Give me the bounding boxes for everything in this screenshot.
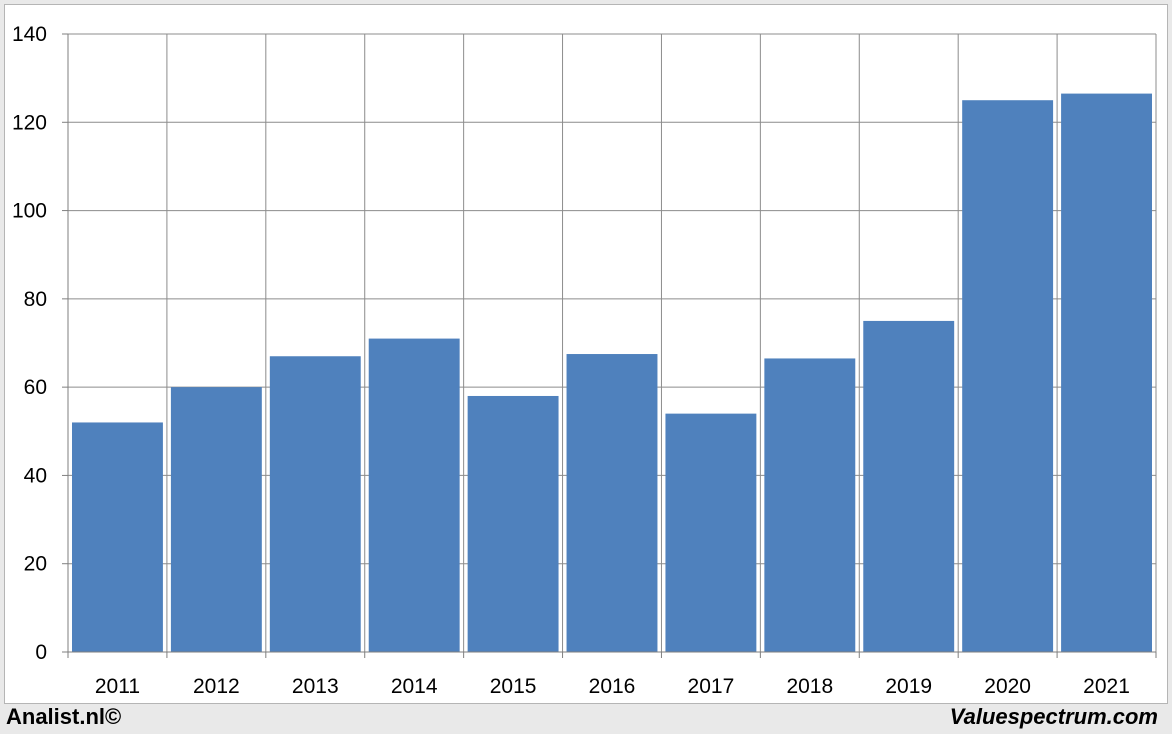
y-tick-label: 100 (12, 200, 47, 223)
x-tick-label-2013: 2013 (292, 675, 339, 698)
bar-2018 (764, 358, 856, 652)
x-tick-label-2018: 2018 (786, 675, 833, 698)
x-tick-label-2012: 2012 (193, 675, 240, 698)
bar-2020 (962, 100, 1054, 652)
x-tick-labels: 2011 2012 2013 2014 2015 2016 2017 2018 2019 2020… (95, 675, 1130, 698)
y-tick-labels: 0 20 40 60 80 100 120 140 (12, 23, 47, 664)
axes (62, 33, 1157, 658)
bars (72, 93, 1152, 653)
x-tick-label-2019: 2019 (885, 675, 932, 698)
footer-valuespectrum-credit: Valuespectrum.com (949, 704, 1158, 729)
y-tick-label: 80 (24, 288, 47, 311)
bar-2013 (269, 356, 361, 652)
y-tick-label: 40 (24, 464, 47, 487)
bar-2019 (863, 320, 955, 652)
x-tick-label-2017: 2017 (688, 675, 735, 698)
bar-2021 (1061, 93, 1152, 653)
y-tick-label: 140 (12, 23, 47, 46)
bar-2014 (368, 338, 460, 652)
bar-2015 (467, 395, 559, 652)
bar-2011 (72, 422, 163, 652)
x-tick-label-2020: 2020 (984, 675, 1031, 698)
y-tick-label: 60 (24, 376, 47, 399)
y-tick-label: 0 (35, 641, 47, 664)
y-tick-label: 20 (24, 553, 47, 576)
x-tick-label-2011: 2011 (95, 675, 140, 698)
bar-2012 (170, 387, 262, 652)
y-tick-label: 120 (12, 111, 47, 134)
bar-2017 (665, 413, 757, 652)
footer-analist-credit: Analist.nl© (6, 704, 122, 729)
bar-2016 (566, 354, 658, 652)
x-tick-label-2015: 2015 (490, 675, 537, 698)
x-tick-label-2016: 2016 (589, 675, 636, 698)
x-tick-label-2014: 2014 (391, 675, 438, 698)
x-tick-label-2021: 2021 (1083, 675, 1130, 698)
